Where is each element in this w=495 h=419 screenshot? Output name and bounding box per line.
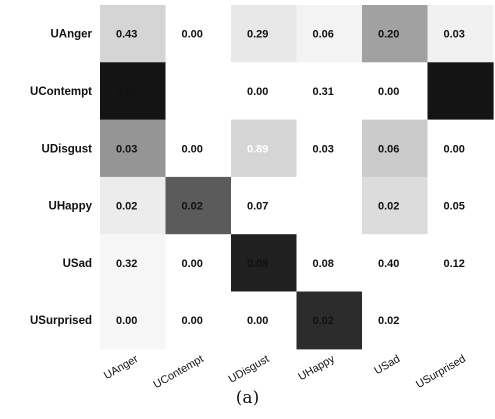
- column-label: USad: [372, 353, 402, 377]
- cell-value-label: 0.00: [182, 143, 203, 155]
- heatmap-cell: [296, 62, 363, 121]
- cell-value-label: 0.00: [182, 315, 203, 327]
- column-label: UAnger: [102, 353, 141, 382]
- cell-value-label: 0.00: [182, 258, 203, 270]
- heatmap-cell: [165, 176, 232, 235]
- heatmap-cell: [362, 5, 429, 63]
- heatmap-cell: [362, 62, 429, 121]
- cell-value-label: 0.20: [378, 29, 399, 41]
- cell-value-label: 0.08: [313, 258, 334, 270]
- heatmap-cell: [231, 119, 298, 178]
- row-label: UHappy: [49, 201, 93, 213]
- cell-value-label: 0.06: [313, 29, 334, 41]
- heatmap-cell: [427, 5, 494, 63]
- heatmap-cell: [362, 234, 429, 293]
- cell-value-label: 0.03: [313, 143, 334, 155]
- heatmap-cell: [165, 234, 232, 293]
- heatmap-cell: [296, 291, 363, 350]
- cell-value-label: 0.43: [116, 29, 137, 41]
- row-label: UDisgust: [42, 143, 93, 155]
- cell-value-label: 0.12: [444, 258, 465, 270]
- heatmap-cell: [231, 5, 298, 63]
- heatmap-cell: [165, 62, 232, 121]
- heatmap-cell: [231, 291, 298, 350]
- cell-value-label: 0.02: [313, 315, 334, 327]
- heatmap-cell: [296, 5, 363, 63]
- heatmap-cell: [427, 234, 494, 293]
- cell-value-label: 0.00: [116, 315, 137, 327]
- heatmap-cell: [427, 119, 494, 178]
- cell-value-label: 0.40: [378, 258, 399, 270]
- figure-caption: (a): [235, 388, 260, 408]
- column-label: UDisgust: [227, 353, 272, 386]
- row-label: USad: [63, 258, 92, 270]
- cell-value-label: 0.00: [378, 86, 399, 98]
- heatmap-cell: [427, 62, 494, 121]
- cell-value-label: 0.81: [313, 201, 334, 213]
- heatmap-cell: [100, 176, 167, 235]
- column-labels: UAnger UContempt UDisgust UHappy USad USurpri…: [102, 353, 468, 391]
- column-label: UHappy: [296, 353, 337, 384]
- cell-value-label: 0.03: [444, 29, 465, 41]
- cell-value-label: 0.96: [444, 315, 465, 327]
- cell-value-label: 0.03: [116, 143, 137, 155]
- row-label: UAnger: [50, 29, 92, 41]
- cell-value-label: 0.02: [378, 201, 399, 213]
- heatmap-cell: [362, 119, 429, 178]
- cell-value-label: 0.08: [247, 258, 268, 270]
- cell-value-label: 0.02: [116, 201, 137, 213]
- cell-value-label: 0.06: [116, 86, 137, 98]
- cell-value-label: 0.89: [247, 143, 268, 155]
- cell-value-label: 0.02: [182, 201, 203, 213]
- heatmap-cell: [231, 62, 298, 121]
- heatmap-cell: [296, 234, 363, 293]
- cell-value-label: 0.31: [313, 86, 334, 98]
- heatmap-cell: [427, 291, 494, 350]
- heatmap-cell: [165, 119, 232, 178]
- heatmap-cell: [100, 291, 167, 350]
- cell-value-label: 0.02: [378, 315, 399, 327]
- heatmap-cell: [296, 119, 363, 178]
- heatmap-cell: [100, 5, 167, 63]
- row-labels: UAnger UContempt UDisgust UHappy USad USurpri…: [30, 29, 93, 327]
- row-label: UContempt: [30, 86, 92, 98]
- cell-value-label: 0.32: [116, 258, 137, 270]
- cell-value-label: 0.07: [247, 201, 268, 213]
- heatmap-cell: [362, 291, 429, 350]
- heatmap-cell: [231, 234, 298, 293]
- heatmap-cell: [296, 176, 363, 235]
- heatmap-cell: [100, 62, 167, 121]
- cell-value-label: 0.29: [247, 29, 268, 41]
- cell-value-label: 0.05: [444, 201, 465, 213]
- cell-value-label: 0.00: [247, 315, 268, 327]
- column-label: UContempt: [152, 353, 206, 391]
- row-label: USurprised: [30, 315, 92, 327]
- heatmap-cell: [165, 291, 232, 350]
- cell-value-label: 0.00: [247, 86, 268, 98]
- heatmap-cell: [100, 119, 167, 178]
- heatmap-cell: [100, 234, 167, 293]
- heatmap-cells: 0.43 0.00 0.29 0.06 0.20 0.03 0.06 0.00 0.31 0.00…: [100, 5, 494, 350]
- heatmap-cell: [231, 176, 298, 235]
- heatmap-cell: [362, 176, 429, 235]
- cell-value-label: 0.00: [182, 29, 203, 41]
- heatmap-cell: [427, 176, 494, 235]
- heatmap-cell: [165, 5, 232, 63]
- column-label: USurprised: [414, 353, 468, 391]
- cell-value-label: 0.00: [444, 143, 465, 155]
- cell-value-label: 0.06: [378, 143, 399, 155]
